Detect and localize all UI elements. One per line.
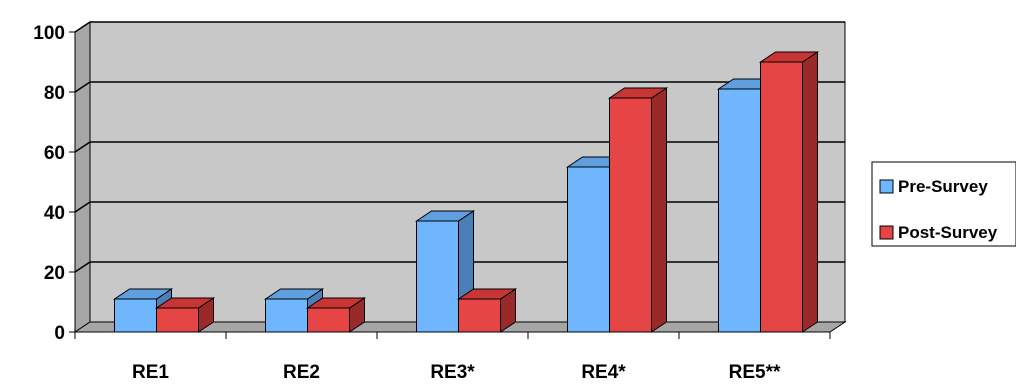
bar-post-4 (758, 51, 820, 333)
x-tick-label: RE3* (430, 362, 475, 383)
bar-front (156, 307, 199, 333)
bar-front (458, 298, 501, 333)
bar-front (567, 166, 610, 333)
bar-post-3 (607, 87, 669, 333)
legend-label-pre: Pre-Survey (898, 177, 988, 196)
legend-swatch-pre (879, 179, 894, 194)
y-axis-ticks: 0 20 40 60 80 100 (33, 23, 75, 344)
gridline (74, 81, 845, 93)
gridline (74, 21, 845, 33)
bar-post-1 (305, 297, 367, 333)
y-tick-label: 0 (54, 323, 65, 344)
bar-front (307, 307, 350, 333)
y-tick-label: 40 (44, 203, 65, 224)
bar-front (416, 220, 459, 333)
bar-front (718, 88, 761, 333)
y-tick-label: 100 (33, 23, 65, 44)
x-tick-label: RE5** (729, 362, 781, 383)
bar-post-2 (456, 288, 518, 333)
bar-front (265, 298, 308, 333)
legend-box (871, 161, 1016, 247)
bar-front (609, 97, 652, 333)
bar-front (760, 61, 803, 333)
bar-pre-2 (414, 210, 476, 333)
x-tick-label: RE2 (283, 362, 320, 383)
bar-side (802, 51, 818, 333)
bar-side (651, 87, 667, 333)
legend-swatch-post (879, 225, 894, 240)
x-axis-ticks: RE1 RE2 RE3* RE4* RE5** (74, 332, 831, 383)
bar-post-0 (154, 297, 216, 333)
y-tick-label: 60 (44, 143, 65, 164)
y-tick-label: 80 (44, 83, 65, 104)
side-wall (74, 21, 91, 333)
legend: Pre-Survey Post-Survey (871, 161, 1016, 247)
x-tick-label: RE4* (581, 362, 626, 383)
y-tick-label: 20 (44, 263, 65, 284)
bar-front (114, 298, 157, 333)
legend-label-post: Post-Survey (898, 223, 998, 242)
x-tick-label: RE1 (132, 362, 169, 383)
gridline (74, 141, 845, 153)
bars (112, 51, 820, 333)
